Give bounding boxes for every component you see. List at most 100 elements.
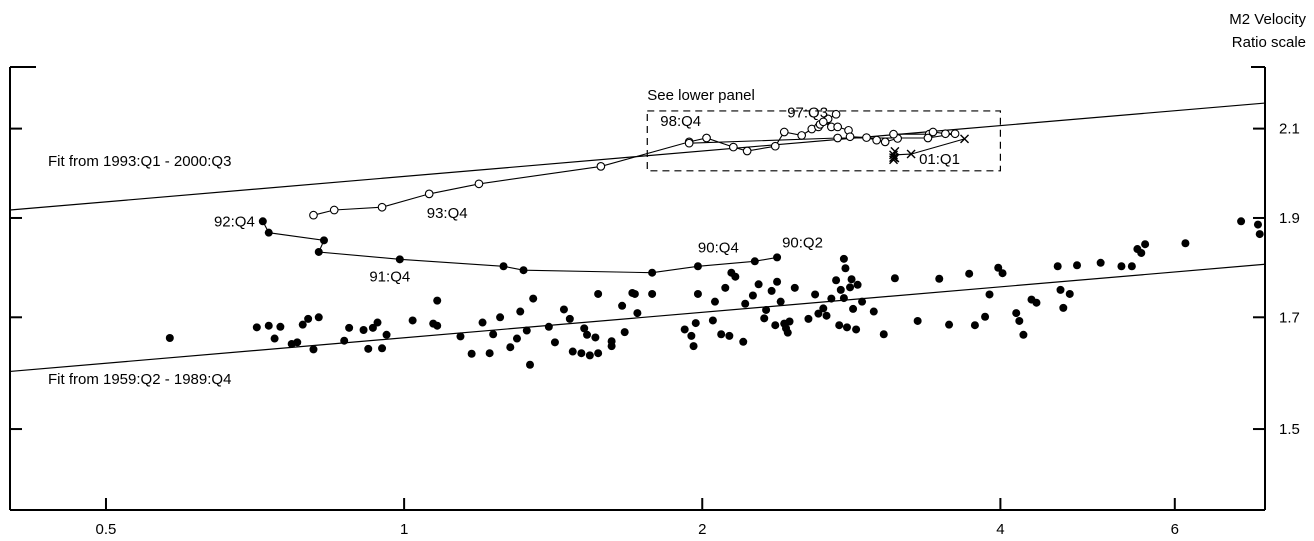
data-point xyxy=(478,318,487,327)
data-point xyxy=(309,210,318,220)
data-point xyxy=(633,309,642,318)
data-point xyxy=(550,338,559,347)
data-point xyxy=(1012,309,1021,318)
data-point xyxy=(568,347,577,356)
data-point xyxy=(869,307,878,316)
data-point xyxy=(839,254,848,263)
data-point xyxy=(783,328,792,337)
data-point xyxy=(1127,262,1136,271)
data-point xyxy=(1096,258,1105,267)
data-point xyxy=(499,262,508,271)
data-point xyxy=(970,321,979,330)
data-point xyxy=(879,330,888,339)
data-point xyxy=(710,297,719,306)
x-tick-label: 2 xyxy=(698,521,706,538)
fit-label: Fit from 1959:Q2 - 1989:Q4 xyxy=(48,371,231,388)
data-point xyxy=(742,146,752,156)
data-point xyxy=(890,274,899,283)
data-point xyxy=(776,297,785,306)
data-point xyxy=(433,296,442,305)
data-point xyxy=(496,313,505,322)
data-point xyxy=(804,314,813,323)
data-point xyxy=(872,135,882,145)
annotation-label: 93:Q4 xyxy=(427,205,468,222)
data-point xyxy=(382,330,391,339)
data-point xyxy=(853,280,862,289)
data-point xyxy=(583,330,592,339)
data-point xyxy=(680,325,689,334)
data-point xyxy=(1137,248,1146,257)
data-point xyxy=(252,323,261,332)
axes: 0.5 1 2 4 6 1.5 1.7 1.9 2.1 xyxy=(9,66,1300,538)
data-point xyxy=(329,205,339,215)
data-point xyxy=(544,322,553,331)
data-point xyxy=(729,142,738,152)
data-point xyxy=(522,326,531,335)
data-point xyxy=(359,325,368,334)
annotation-label: 90:Q2 xyxy=(782,234,823,251)
y-axis-sublabel: Ratio scale xyxy=(1232,34,1306,51)
data-point xyxy=(519,266,528,275)
y-tick-label: 1.9 xyxy=(1279,210,1300,227)
data-point xyxy=(165,334,174,343)
data-point xyxy=(923,133,933,143)
data-point xyxy=(739,337,748,346)
data-point xyxy=(994,263,1003,272)
data-point xyxy=(833,122,843,132)
data-point xyxy=(298,320,307,329)
annotation-label: 98:Q4 xyxy=(660,113,701,130)
data-point xyxy=(319,236,328,245)
data-point xyxy=(378,344,387,353)
data-point xyxy=(998,269,1007,278)
data-point xyxy=(693,289,702,298)
data-point xyxy=(512,334,521,343)
data-point xyxy=(839,294,848,303)
data-point xyxy=(748,291,757,300)
data-point xyxy=(364,344,373,353)
data-point xyxy=(516,307,525,316)
fit-label: Fit from 1993:Q1 - 2000:Q3 xyxy=(48,153,231,170)
data-point xyxy=(950,129,960,139)
y-axis-label: M2 Velocity xyxy=(1229,11,1306,28)
data-point xyxy=(889,129,898,139)
data-point xyxy=(293,338,302,347)
data-point xyxy=(822,311,831,320)
data-point xyxy=(687,331,696,340)
data-point xyxy=(1253,220,1262,229)
data-point xyxy=(1056,285,1065,294)
data-point xyxy=(577,349,586,358)
data-point xyxy=(467,349,476,358)
data-point xyxy=(314,313,323,322)
data-point xyxy=(368,323,377,332)
data-point xyxy=(835,321,844,330)
y-tick-label: 1.7 xyxy=(1279,309,1300,326)
data-point xyxy=(264,228,273,237)
data-point xyxy=(880,137,890,147)
data-point xyxy=(377,202,387,212)
data-point xyxy=(785,317,794,326)
data-point xyxy=(1032,298,1041,307)
lower-panel-box-rect xyxy=(646,110,1001,172)
data-point xyxy=(750,257,759,266)
data-point xyxy=(630,289,639,298)
data-point xyxy=(858,297,867,306)
data-point xyxy=(773,277,782,286)
data-point xyxy=(779,127,789,137)
lower-panel-box: See lower panel xyxy=(646,87,1001,172)
data-point xyxy=(1141,240,1150,249)
data-point xyxy=(981,312,990,321)
data-point xyxy=(395,255,404,264)
data-point xyxy=(833,133,843,143)
data-point xyxy=(433,321,442,330)
data-point xyxy=(762,305,771,314)
data-point xyxy=(607,337,616,346)
data-point xyxy=(276,322,285,331)
data-point xyxy=(618,301,627,310)
x-tick-label: 0.5 xyxy=(96,521,117,538)
data-point xyxy=(506,343,515,352)
series-line xyxy=(313,113,956,216)
data-point xyxy=(648,289,657,298)
annotations: 92:Q4 91:Q4 93:Q4 90:Q4 90:Q2 98:Q4 97:Q3 01:Q1 xyxy=(214,104,960,285)
data-point xyxy=(1073,261,1082,270)
